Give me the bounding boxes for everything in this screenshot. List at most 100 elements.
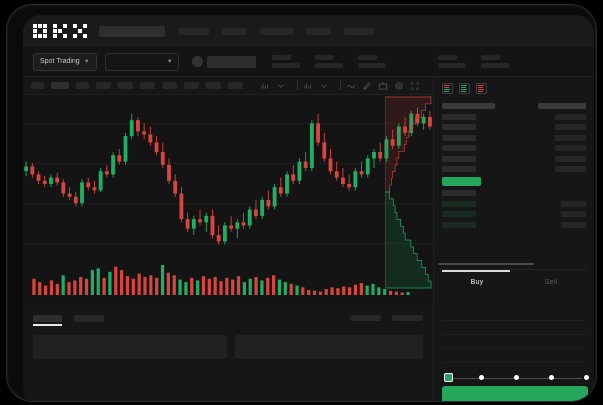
slider-step-dot[interactable] bbox=[584, 374, 589, 380]
tab-open-orders[interactable] bbox=[33, 314, 62, 322]
nav-item-2[interactable] bbox=[222, 27, 247, 35]
fullscreen-icon[interactable] bbox=[410, 81, 420, 91]
timeframe-3[interactable] bbox=[76, 82, 89, 89]
candle-body bbox=[396, 126, 401, 146]
orderbook-trade-panel: Buy Sell bbox=[433, 77, 594, 401]
orderbook-mode-both[interactable] bbox=[442, 82, 453, 94]
orderbook-ask-row[interactable] bbox=[442, 134, 586, 141]
depth-chart bbox=[385, 96, 432, 289]
amount-slider[interactable] bbox=[444, 373, 589, 383]
slider-step-dot[interactable] bbox=[514, 374, 519, 380]
settings-icon[interactable] bbox=[394, 81, 404, 91]
nav-item-4[interactable] bbox=[306, 27, 331, 35]
line-chart-icon[interactable] bbox=[346, 81, 356, 91]
volume-bar bbox=[84, 278, 89, 295]
device-bezel: Spot Trading ▼ ▼ bbox=[6, 4, 597, 402]
tab-sell[interactable]: Sell bbox=[514, 270, 588, 295]
volume-bar bbox=[32, 278, 36, 295]
slider-step-dot[interactable] bbox=[549, 374, 554, 380]
chevron-down-icon[interactable] bbox=[276, 81, 286, 91]
timeframe-10[interactable] bbox=[228, 82, 243, 89]
nav-item-5[interactable] bbox=[344, 27, 374, 35]
orderbook-ask-row[interactable] bbox=[442, 166, 586, 172]
nav-item-1[interactable] bbox=[179, 27, 209, 35]
orderbook-bid-row[interactable] bbox=[442, 211, 586, 217]
orderbook-bid-row[interactable] bbox=[442, 190, 586, 196]
spot-trading-dropdown[interactable]: Spot Trading ▼ bbox=[33, 52, 97, 71]
orderbook-highlight[interactable] bbox=[442, 176, 586, 186]
orderbook-ask-row[interactable] bbox=[442, 145, 586, 151]
nav-item-3[interactable] bbox=[260, 27, 293, 35]
candle-body bbox=[365, 158, 370, 175]
okx-logo[interactable] bbox=[33, 24, 87, 38]
tab-order-history[interactable] bbox=[74, 314, 104, 322]
orderbook-mode-asks[interactable] bbox=[476, 82, 487, 94]
search-input[interactable] bbox=[99, 25, 165, 37]
timeframe-2[interactable] bbox=[51, 82, 69, 89]
logo-pixel bbox=[33, 34, 37, 38]
timeframe-7[interactable] bbox=[162, 82, 177, 89]
chevron-down-icon[interactable] bbox=[319, 81, 329, 91]
stat-24h-low bbox=[437, 55, 466, 68]
orderbook-bid-row[interactable] bbox=[442, 200, 586, 207]
candle-body bbox=[73, 196, 78, 204]
orderbook-scrollbar[interactable] bbox=[438, 263, 534, 265]
volume-bar bbox=[406, 292, 410, 295]
orderbook-ask-row[interactable] bbox=[442, 113, 586, 120]
form-row-order-type[interactable] bbox=[442, 299, 586, 321]
candle-body bbox=[210, 215, 215, 236]
orderbook-cell-right bbox=[555, 155, 586, 162]
timeframe-6[interactable] bbox=[140, 82, 155, 89]
orderbook-ask-row[interactable] bbox=[442, 155, 586, 162]
orderbook-mode-bids[interactable] bbox=[459, 82, 470, 94]
volume-bar bbox=[225, 277, 229, 295]
candle-body bbox=[129, 120, 134, 137]
slider-handle[interactable] bbox=[444, 373, 453, 382]
tab-buy[interactable]: Buy bbox=[440, 270, 514, 295]
candle-body bbox=[353, 171, 358, 188]
orderbook-cell-left bbox=[442, 166, 476, 172]
form-row-total[interactable] bbox=[442, 349, 586, 363]
candle-body bbox=[359, 171, 364, 175]
submit-buy-button[interactable] bbox=[442, 386, 588, 401]
timeframe-4[interactable] bbox=[96, 82, 111, 89]
volume-bar bbox=[125, 276, 130, 295]
candle-body bbox=[309, 123, 314, 169]
indicators-icon[interactable] bbox=[260, 81, 270, 91]
orderbook-header-row[interactable] bbox=[442, 103, 586, 109]
pencil-icon[interactable] bbox=[362, 81, 372, 91]
volume-bar bbox=[114, 266, 118, 295]
candle-body bbox=[179, 193, 184, 220]
slider-step-dot[interactable] bbox=[479, 374, 484, 380]
orderbook-ask-row[interactable] bbox=[442, 124, 586, 130]
logo-pixel bbox=[43, 34, 47, 38]
bottom-action-2[interactable] bbox=[392, 315, 423, 321]
candle-body bbox=[372, 152, 376, 159]
timeframe-8[interactable] bbox=[184, 82, 199, 89]
compare-icon[interactable] bbox=[303, 81, 313, 91]
form-row-amount[interactable] bbox=[442, 335, 586, 349]
stat-label bbox=[357, 55, 377, 60]
bottom-action-1[interactable] bbox=[350, 315, 381, 321]
candle-body bbox=[328, 158, 333, 172]
tab-sell-label: Sell bbox=[544, 279, 558, 286]
candle-body bbox=[316, 123, 321, 143]
volume-bar bbox=[348, 287, 352, 295]
orderbook-cell-right bbox=[555, 134, 586, 141]
timeframe-9[interactable] bbox=[206, 82, 221, 89]
stat-24h-change bbox=[314, 55, 343, 68]
candle-body bbox=[278, 187, 283, 194]
timeframe-5[interactable] bbox=[118, 82, 133, 89]
camera-icon[interactable] bbox=[378, 81, 388, 91]
candle-body bbox=[427, 116, 432, 127]
orderbook-list[interactable] bbox=[434, 99, 594, 267]
volume-bar bbox=[365, 285, 369, 295]
form-row-price[interactable] bbox=[442, 321, 586, 335]
timeframe-1[interactable] bbox=[31, 82, 44, 89]
volume-bar bbox=[102, 277, 106, 295]
orderbook-bid-row[interactable] bbox=[442, 221, 586, 228]
candle-body bbox=[92, 187, 97, 191]
pair-select[interactable]: ▼ bbox=[104, 52, 179, 71]
orderbook-mode-row bbox=[444, 86, 449, 88]
price-chart[interactable] bbox=[23, 95, 433, 305]
